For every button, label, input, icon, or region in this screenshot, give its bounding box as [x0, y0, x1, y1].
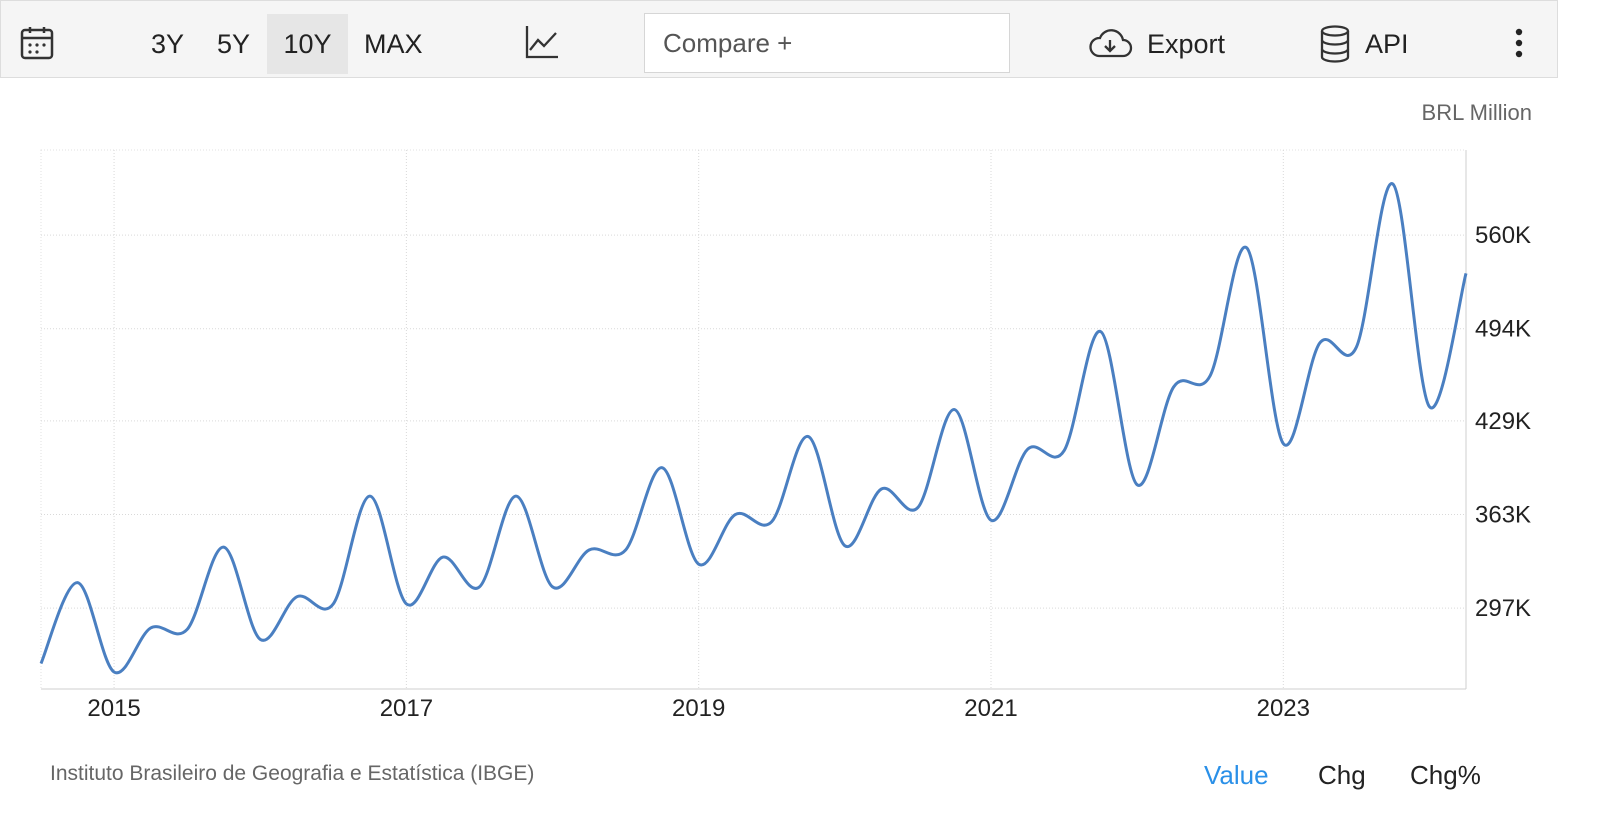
calendar-icon[interactable] [19, 23, 55, 63]
compare-input[interactable]: Compare + [644, 13, 1010, 73]
tab-chg[interactable]: Chg [1318, 760, 1366, 790]
x-tick-label: 2023 [1257, 695, 1310, 722]
range-10y-button[interactable]: 10Y [267, 14, 348, 74]
chart-toolbar: 3Y 5Y 10Y MAX Compare + Export [0, 0, 1558, 78]
line-chart-icon[interactable] [523, 23, 561, 61]
series-line [39, 182, 1468, 675]
cloud-download-icon [1087, 28, 1133, 60]
more-options-icon[interactable] [1509, 25, 1529, 61]
api-button[interactable]: API [1319, 14, 1409, 74]
tab-value[interactable]: Value [1204, 760, 1269, 790]
range-3y-button[interactable]: 3Y [151, 28, 185, 59]
source-label: Instituto Brasileiro de Geografia e Esta… [50, 762, 535, 785]
database-icon [1319, 25, 1351, 63]
y-tick-label: 494K [1475, 316, 1531, 343]
range-5y-button[interactable]: 5Y [217, 28, 251, 59]
x-tick-label: 2015 [87, 695, 140, 722]
tab-chg-percent[interactable]: Chg% [1410, 760, 1481, 790]
export-button[interactable]: Export [1087, 14, 1225, 74]
y-tick-label: 363K [1475, 502, 1531, 529]
x-tick-label: 2017 [380, 695, 433, 722]
y-tick-label: 297K [1475, 595, 1531, 622]
api-label: API [1365, 28, 1409, 59]
x-tick-label: 2019 [672, 695, 725, 722]
y-tick-label: 429K [1475, 408, 1531, 435]
x-tick-label: 2021 [964, 695, 1017, 722]
unit-label: BRL Million [1421, 100, 1532, 125]
y-tick-label: 560K [1475, 222, 1531, 249]
export-label: Export [1147, 28, 1226, 59]
range-max-button[interactable]: MAX [364, 28, 423, 59]
